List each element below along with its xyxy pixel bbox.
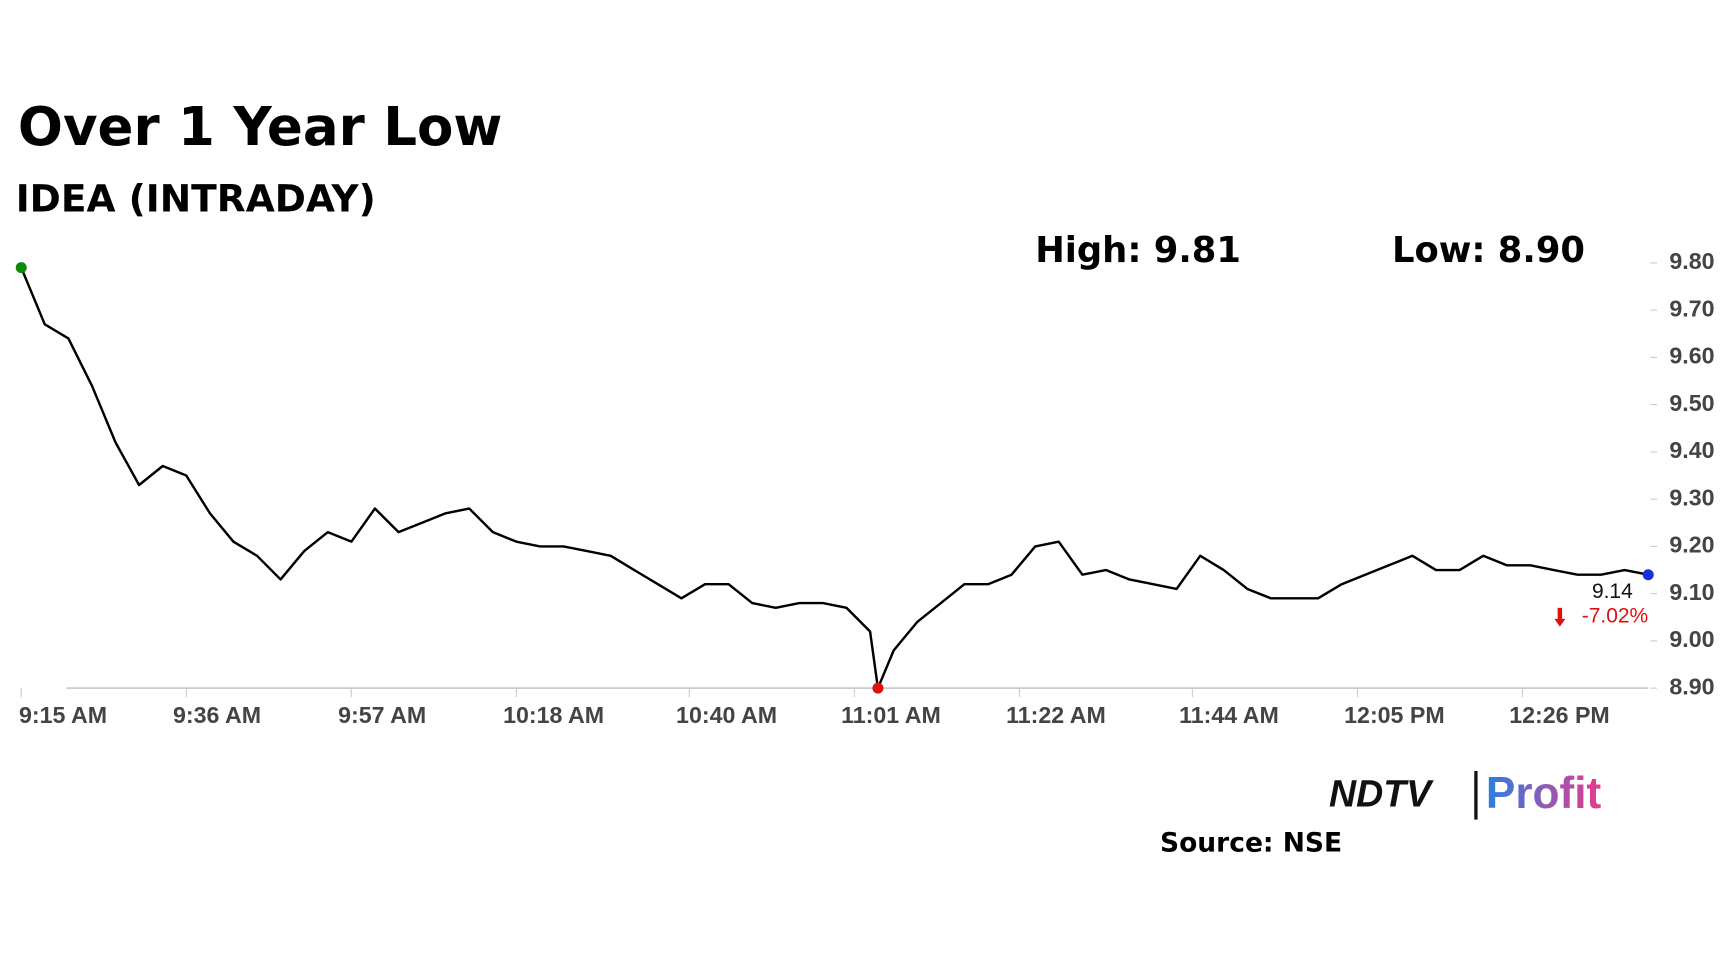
y-tick-label: 9.00	[1669, 626, 1714, 652]
y-tick-label: 9.60	[1669, 343, 1714, 369]
price-line	[20, 267, 1649, 690]
y-tick-label: 9.30	[1669, 484, 1714, 510]
change-label: -7.02%	[1582, 604, 1648, 627]
y-tick-label: 8.90	[1669, 673, 1714, 699]
y-tick-label: 9.80	[1669, 248, 1714, 274]
logo: NDTV Profit	[1329, 769, 1601, 820]
logo-left: NDTV	[1329, 772, 1434, 814]
x-tick-label: 9:57 AM	[338, 702, 426, 728]
y-tick-label: 9.40	[1669, 437, 1714, 463]
x-tick-label: 12:26 PM	[1509, 702, 1610, 728]
x-tick-label: 10:18 AM	[503, 702, 604, 728]
down-arrow	[1554, 607, 1566, 627]
x-tick-label: 10:40 AM	[676, 702, 777, 728]
x-tick-label: 9:15 AM	[19, 702, 107, 728]
y-tick-label: 9.70	[1669, 295, 1714, 321]
low-dot	[872, 682, 884, 694]
end-dot	[1642, 569, 1654, 581]
chart-subtitle: IDEA (INTRADAY)	[16, 177, 376, 221]
x-tick-label: 11:22 AM	[1006, 702, 1106, 728]
last-value-label: 9.14	[1592, 580, 1633, 603]
x-tick-label: 9:36 AM	[173, 702, 261, 728]
y-tick-label: 9.20	[1669, 532, 1714, 558]
high-annotation: High: 9.81	[1035, 230, 1241, 271]
start-dot	[15, 262, 27, 274]
y-tick-label: 9.50	[1669, 390, 1714, 416]
y-tick-label: 9.10	[1669, 579, 1714, 605]
x-tick-label: 12:05 PM	[1344, 702, 1445, 728]
chart-title: Over 1 Year Low	[18, 96, 502, 158]
logo-right: Profit	[1486, 769, 1602, 818]
low-annotation: Low: 8.90	[1392, 230, 1585, 271]
x-tick-label: 11:01 AM	[841, 702, 941, 728]
x-tick-label: 11:44 AM	[1179, 702, 1279, 728]
source: Source: NSE	[1160, 827, 1342, 858]
